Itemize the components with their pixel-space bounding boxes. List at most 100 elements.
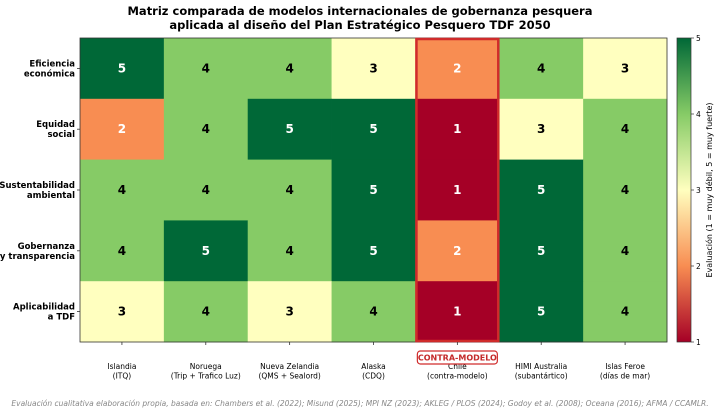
heatmap-cell (163, 281, 249, 343)
heatmap-cell (331, 220, 416, 282)
heatmap-cell (415, 98, 500, 160)
heatmap-cell (80, 220, 165, 282)
cell-value-label: 4 (118, 183, 126, 197)
cell-value-label: 5 (537, 244, 545, 258)
cell-value-label: 1 (453, 122, 461, 136)
column-label: Islas Feroe (días de mar) (600, 362, 650, 381)
cell-value-label: 4 (621, 183, 629, 197)
heatmap-cell (415, 220, 500, 282)
cell-value-label: 3 (621, 61, 629, 75)
row-label: Gobernanza y transparencia (0, 242, 75, 262)
row-label: Aplicabilidad a TDF (13, 303, 75, 323)
cell-value-label: 3 (285, 305, 293, 319)
cell-value-label: 2 (118, 122, 126, 136)
colorbar-tick-label: 1 (696, 338, 701, 347)
colorbar-tick-label: 2 (696, 262, 701, 271)
cell-value-label: 2 (453, 244, 461, 258)
cell-value-label: 5 (369, 122, 377, 136)
column-label: Chile (contra-modelo) (427, 362, 488, 381)
cell-value-label: 4 (621, 305, 629, 319)
heatmap-cell (331, 38, 416, 100)
colorbar-tick-label: 3 (696, 186, 701, 195)
cell-value-label: 4 (369, 305, 377, 319)
heatmap-cell (331, 281, 416, 343)
heatmap-cell (247, 159, 332, 221)
cell-value-label: 1 (453, 183, 461, 197)
cell-value-label: 5 (118, 61, 126, 75)
heatmap-cells: 5 4 4 3 2 4 3 2 4 5 5 1 3 4 4 4 4 5 1 5 4 4 5 4 5 2 5 4 3 4 3 4 1 5 4 (79, 37, 668, 343)
heatmap-cell (163, 220, 249, 282)
cell-value-label: 4 (202, 61, 210, 75)
cell-value-label: 3 (369, 61, 377, 75)
heatmap-cell (163, 38, 249, 100)
row-labels: Eficiencia económica Equidad social Sustenta… (0, 59, 80, 323)
row-label: Sustentabilidad ambiental (0, 181, 75, 201)
colorbar: 1 2 3 4 5 Evaluación (1 = muy débil, 5 = muy … (676, 34, 714, 347)
cell-value-label: 3 (118, 305, 126, 319)
colorbar-label: Evaluación (1 = muy débil, 5 = muy fuert… (704, 102, 714, 277)
heatmap-cell (80, 159, 165, 221)
cell-value-label: 4 (537, 61, 545, 75)
heatmap-cell (583, 159, 668, 221)
heatmap-cell (247, 98, 332, 160)
row-label: Equidad social (36, 120, 75, 140)
heatmap-cell (80, 98, 165, 160)
cell-value-label: 5 (285, 122, 293, 136)
highlight-layer (415, 37, 500, 343)
cell-value-label: 5 (369, 244, 377, 258)
heatmap-cell (331, 159, 416, 221)
heatmap-cell (163, 159, 249, 221)
heatmap-cell (583, 38, 668, 100)
heatmap-cell (247, 220, 332, 282)
cell-value-label: 2 (453, 61, 461, 75)
column-label: Alaska (CDQ) (361, 362, 386, 381)
heatmap-cell (583, 98, 668, 160)
highlight-column-border (415, 37, 500, 343)
column-label: Islandia (ITQ) (107, 362, 136, 381)
heatmap-cell (499, 220, 584, 282)
heatmap-cell (499, 98, 584, 160)
heatmap-cell (499, 159, 584, 221)
heatmap-cell (415, 38, 500, 100)
cell-value-label: 3 (537, 122, 545, 136)
source-footnote: Evaluación cualitativa elaboración propi… (11, 399, 709, 408)
heatmap-cell (415, 159, 500, 221)
colorbar-tick-label: 5 (696, 34, 701, 43)
colorbar-gradient (676, 37, 692, 343)
cell-value-label: 4 (285, 183, 293, 197)
cell-value-label: 4 (285, 61, 293, 75)
cell-value-label: 5 (537, 183, 545, 197)
column-label: HIMI Australia (subantártico) (515, 362, 568, 381)
column-labels: Islandia (ITQ) Noruega (Trip + Trafico Luz)… (107, 342, 650, 381)
contra-modelo-badge-label: CONTRA-MODELO (418, 354, 497, 363)
cell-value-label: 4 (621, 122, 629, 136)
cell-value-label: 4 (202, 183, 210, 197)
heatmap-cell (247, 38, 332, 100)
contra-modelo-badge (416, 350, 498, 365)
row-label: Eficiencia económica (24, 59, 75, 79)
heatmap-cell (415, 281, 500, 343)
heatmap-cell (583, 220, 668, 282)
column-label: Nueva Zelandia (QMS + Sealord) (258, 362, 320, 381)
column-label: Noruega (Trip + Trafico Luz) (171, 362, 241, 381)
cell-value-label: 5 (369, 183, 377, 197)
cell-value-label: 4 (202, 122, 210, 136)
cell-value-label: 4 (202, 305, 210, 319)
cell-value-label: 4 (621, 244, 629, 258)
heatmap-cell (80, 281, 165, 343)
cell-value-label: 5 (202, 244, 210, 258)
cell-value-label: 1 (453, 305, 461, 319)
heatmap-cell (499, 38, 584, 100)
colorbar-tick-label: 4 (696, 110, 701, 119)
heatmap-cell (331, 98, 416, 160)
cell-value-label: 5 (537, 305, 545, 319)
heatmap-cell (247, 281, 332, 343)
heatmap-cell (163, 98, 249, 160)
cell-value-label: 4 (285, 244, 293, 258)
heatmap-cell (80, 38, 165, 100)
cell-value-label: 4 (118, 244, 126, 258)
chart-title: Matriz comparada de modelos internaciona… (127, 4, 593, 32)
heatmap-cell (583, 281, 668, 343)
heatmap-cell (499, 281, 584, 343)
